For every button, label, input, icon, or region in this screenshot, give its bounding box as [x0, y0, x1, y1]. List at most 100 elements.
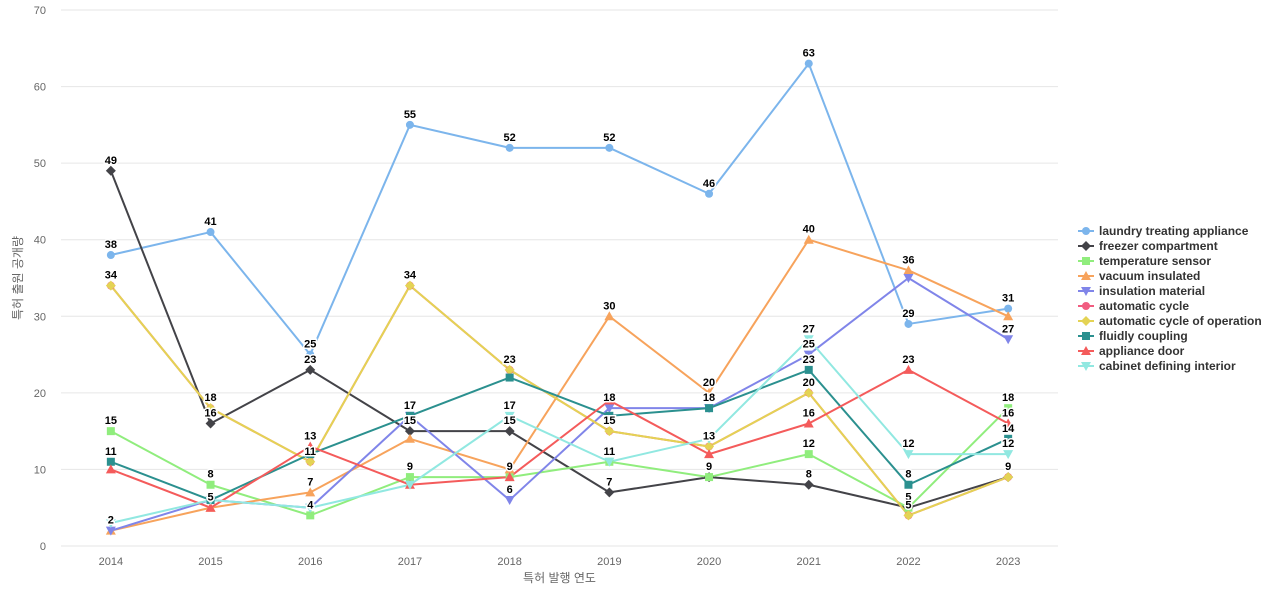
data-label: 8	[806, 469, 812, 481]
data-label: 18	[603, 392, 615, 404]
series-markers	[105, 59, 1014, 536]
data-point	[604, 404, 615, 414]
legend-label: laundry treating appliance	[1099, 224, 1249, 238]
legend-item[interactable]: laundry treating appliance	[1078, 224, 1249, 238]
data-label: 9	[507, 461, 513, 473]
data-point	[205, 502, 216, 512]
data-point	[305, 364, 316, 375]
data-label: 18	[1002, 392, 1014, 404]
data-point	[803, 350, 814, 360]
legend-item[interactable]: freezer compartment	[1078, 239, 1218, 253]
legend-marker	[1081, 316, 1091, 326]
data-label: 9	[1005, 461, 1011, 473]
data-point	[505, 143, 514, 152]
data-label: 23	[304, 354, 316, 366]
data-label: 23	[504, 354, 516, 366]
data-label: 5	[905, 492, 911, 504]
data-label: 49	[105, 155, 117, 167]
data-label: 9	[407, 461, 413, 473]
legend-label: fluidly coupling	[1099, 329, 1188, 343]
data-point	[1003, 450, 1014, 460]
y-axis-ticks: 0 10 20 30 40 50 60 70	[34, 5, 46, 553]
legend-marker	[1082, 227, 1090, 235]
legend-marker	[1081, 287, 1091, 296]
legend-label: insulation material	[1099, 284, 1205, 298]
data-label: 63	[803, 48, 815, 60]
data-point	[504, 411, 515, 421]
legend-marker	[1082, 332, 1090, 340]
legend-item[interactable]: temperature sensor	[1078, 254, 1211, 268]
data-point	[1003, 335, 1014, 345]
legend-item[interactable]: vacuum insulated	[1078, 269, 1200, 283]
legend-item[interactable]: automatic cycle of operation	[1078, 314, 1262, 328]
data-point	[704, 441, 715, 452]
data-point	[1004, 434, 1013, 443]
data-label: 7	[606, 476, 612, 488]
x-tick-label: 2022	[896, 556, 920, 568]
data-point	[803, 234, 814, 244]
data-label: 6	[507, 484, 513, 496]
legend-label: automatic cycle of operation	[1099, 314, 1262, 328]
legend-marker	[1082, 257, 1090, 265]
data-point	[604, 487, 615, 498]
data-label: 25	[304, 339, 316, 351]
data-point	[105, 519, 116, 529]
data-label: 2	[108, 515, 114, 527]
x-tick-label: 2023	[996, 556, 1020, 568]
legend-marker	[1082, 302, 1090, 310]
x-tick-label: 2019	[597, 556, 621, 568]
data-point	[404, 433, 415, 443]
legend-item[interactable]: insulation material	[1078, 284, 1205, 298]
data-point	[205, 496, 216, 506]
legend-item[interactable]: automatic cycle	[1078, 299, 1189, 313]
legend-label: vacuum insulated	[1099, 269, 1200, 283]
data-point	[205, 403, 216, 414]
data-label: 5	[207, 492, 213, 504]
data-label: 7	[307, 476, 313, 488]
data-point	[205, 418, 216, 429]
data-label: 23	[803, 354, 815, 366]
data-point	[305, 456, 316, 467]
x-tick-label: 2020	[697, 556, 721, 568]
data-point	[604, 311, 615, 321]
legend-item[interactable]: appliance door	[1078, 344, 1185, 358]
x-tick-label: 2018	[497, 556, 521, 568]
data-point	[306, 350, 315, 359]
data-point	[605, 411, 614, 420]
data-label: 30	[603, 300, 615, 312]
data-point	[305, 487, 316, 497]
data-label: 34	[105, 270, 118, 282]
data-label: 25	[803, 339, 815, 351]
x-axis-title: 특허 발행 연도	[523, 570, 596, 585]
data-label: 27	[1002, 323, 1014, 335]
data-label: 20	[803, 377, 815, 389]
data-point	[505, 373, 514, 382]
data-point	[105, 280, 116, 291]
data-point	[305, 441, 316, 451]
data-point	[903, 510, 914, 521]
data-point	[504, 464, 515, 474]
data-point	[105, 526, 116, 536]
data-point	[1004, 304, 1013, 313]
legend-item[interactable]: cabinet defining interior	[1078, 359, 1236, 373]
data-label: 11	[304, 446, 316, 458]
x-tick-label: 2016	[298, 556, 322, 568]
data-label: 41	[204, 216, 216, 228]
data-point	[704, 434, 715, 444]
data-label: 23	[902, 354, 914, 366]
legend-label: appliance door	[1099, 344, 1185, 358]
data-point	[903, 274, 914, 283]
data-point	[804, 59, 813, 68]
data-point	[704, 449, 715, 459]
data-point	[405, 473, 414, 482]
y-axis-title: 특허 출원 공개량	[11, 236, 25, 320]
data-point	[605, 143, 614, 152]
data-point	[904, 319, 913, 328]
legend-item[interactable]: fluidly coupling	[1078, 329, 1188, 343]
data-label: 36	[902, 254, 914, 266]
y-tick-label: 40	[34, 235, 46, 247]
data-point	[504, 496, 515, 506]
